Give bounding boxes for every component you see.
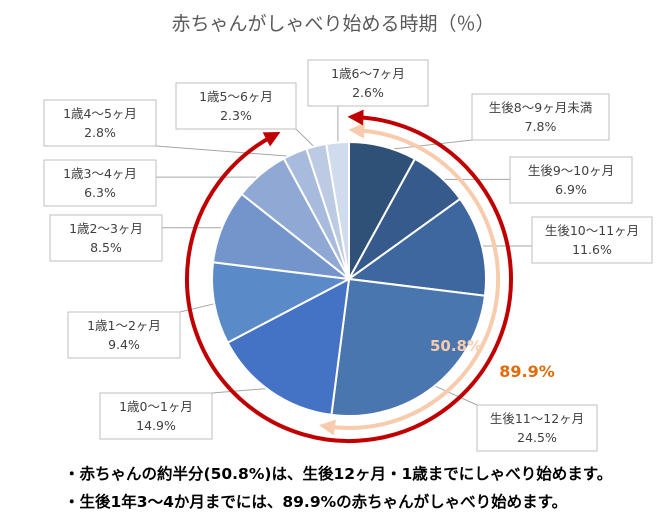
value-label: 6.3% [84,185,116,200]
category-label: 生後10～11ヶ月 [545,223,639,238]
value-label: 14.9% [136,418,176,433]
category-label: 1歳5～6ヶ月 [199,89,273,104]
value-label: 2.8% [84,125,116,140]
data-label-box [307,59,429,107]
value-label: 8.5% [90,240,122,255]
data-label-box [531,216,653,264]
value-label: 9.4% [108,337,140,352]
value-label: 2.6% [352,85,384,100]
leader-line [381,139,473,151]
leader-line [155,145,297,158]
value-label: 2.3% [220,108,252,123]
value-label: 6.9% [555,182,587,197]
cumulative-label-50: 50.8% [430,337,482,355]
data-label-box [43,99,157,147]
value-label: 24.5% [517,430,557,445]
data-label-box [43,159,157,207]
category-label: 生後8～9ヶ月未満 [489,100,592,115]
leader-line [430,383,478,406]
data-label-box [509,156,633,204]
data-label-box [476,404,598,452]
data-label-box [175,82,297,130]
category-label: 1歳0～1ヶ月 [119,399,193,414]
data-label-box [471,93,610,141]
note-1: ・赤ちゃんの約半分(50.8%)は、生後12ヶ月・1歳までにしゃべり始めます。 [64,465,613,483]
category-label: 1歳4～5ヶ月 [63,106,137,121]
category-label: 生後11～12ヶ月 [490,411,584,426]
cumulative-arc-50 [319,122,501,436]
leader-line [179,302,219,313]
category-label: 生後9～10ヶ月 [528,163,614,178]
leader-line [211,387,274,394]
data-label-box [99,392,213,440]
cumulative-label-90: 89.9% [499,362,555,381]
data-label-box [67,311,181,359]
pie-slice [346,197,487,297]
data-label-box [49,214,163,262]
chart-title: 赤ちゃんがしゃべり始める時期（％） [171,13,494,35]
note-2: ・生後1年3～4か月までには、89.9%の赤ちゃんがしゃべり始めます。 [64,493,568,511]
value-label: 7.8% [525,119,557,134]
category-label: 1歳1～2ヶ月 [87,318,161,333]
value-label: 11.6% [572,242,612,257]
category-label: 1歳2～3ヶ月 [69,221,143,236]
pie-slice [211,261,353,344]
cumulative-arc-90 [185,109,513,443]
category-label: 1歳3～4ヶ月 [63,166,137,181]
category-label: 1歳6～7ヶ月 [331,66,405,81]
